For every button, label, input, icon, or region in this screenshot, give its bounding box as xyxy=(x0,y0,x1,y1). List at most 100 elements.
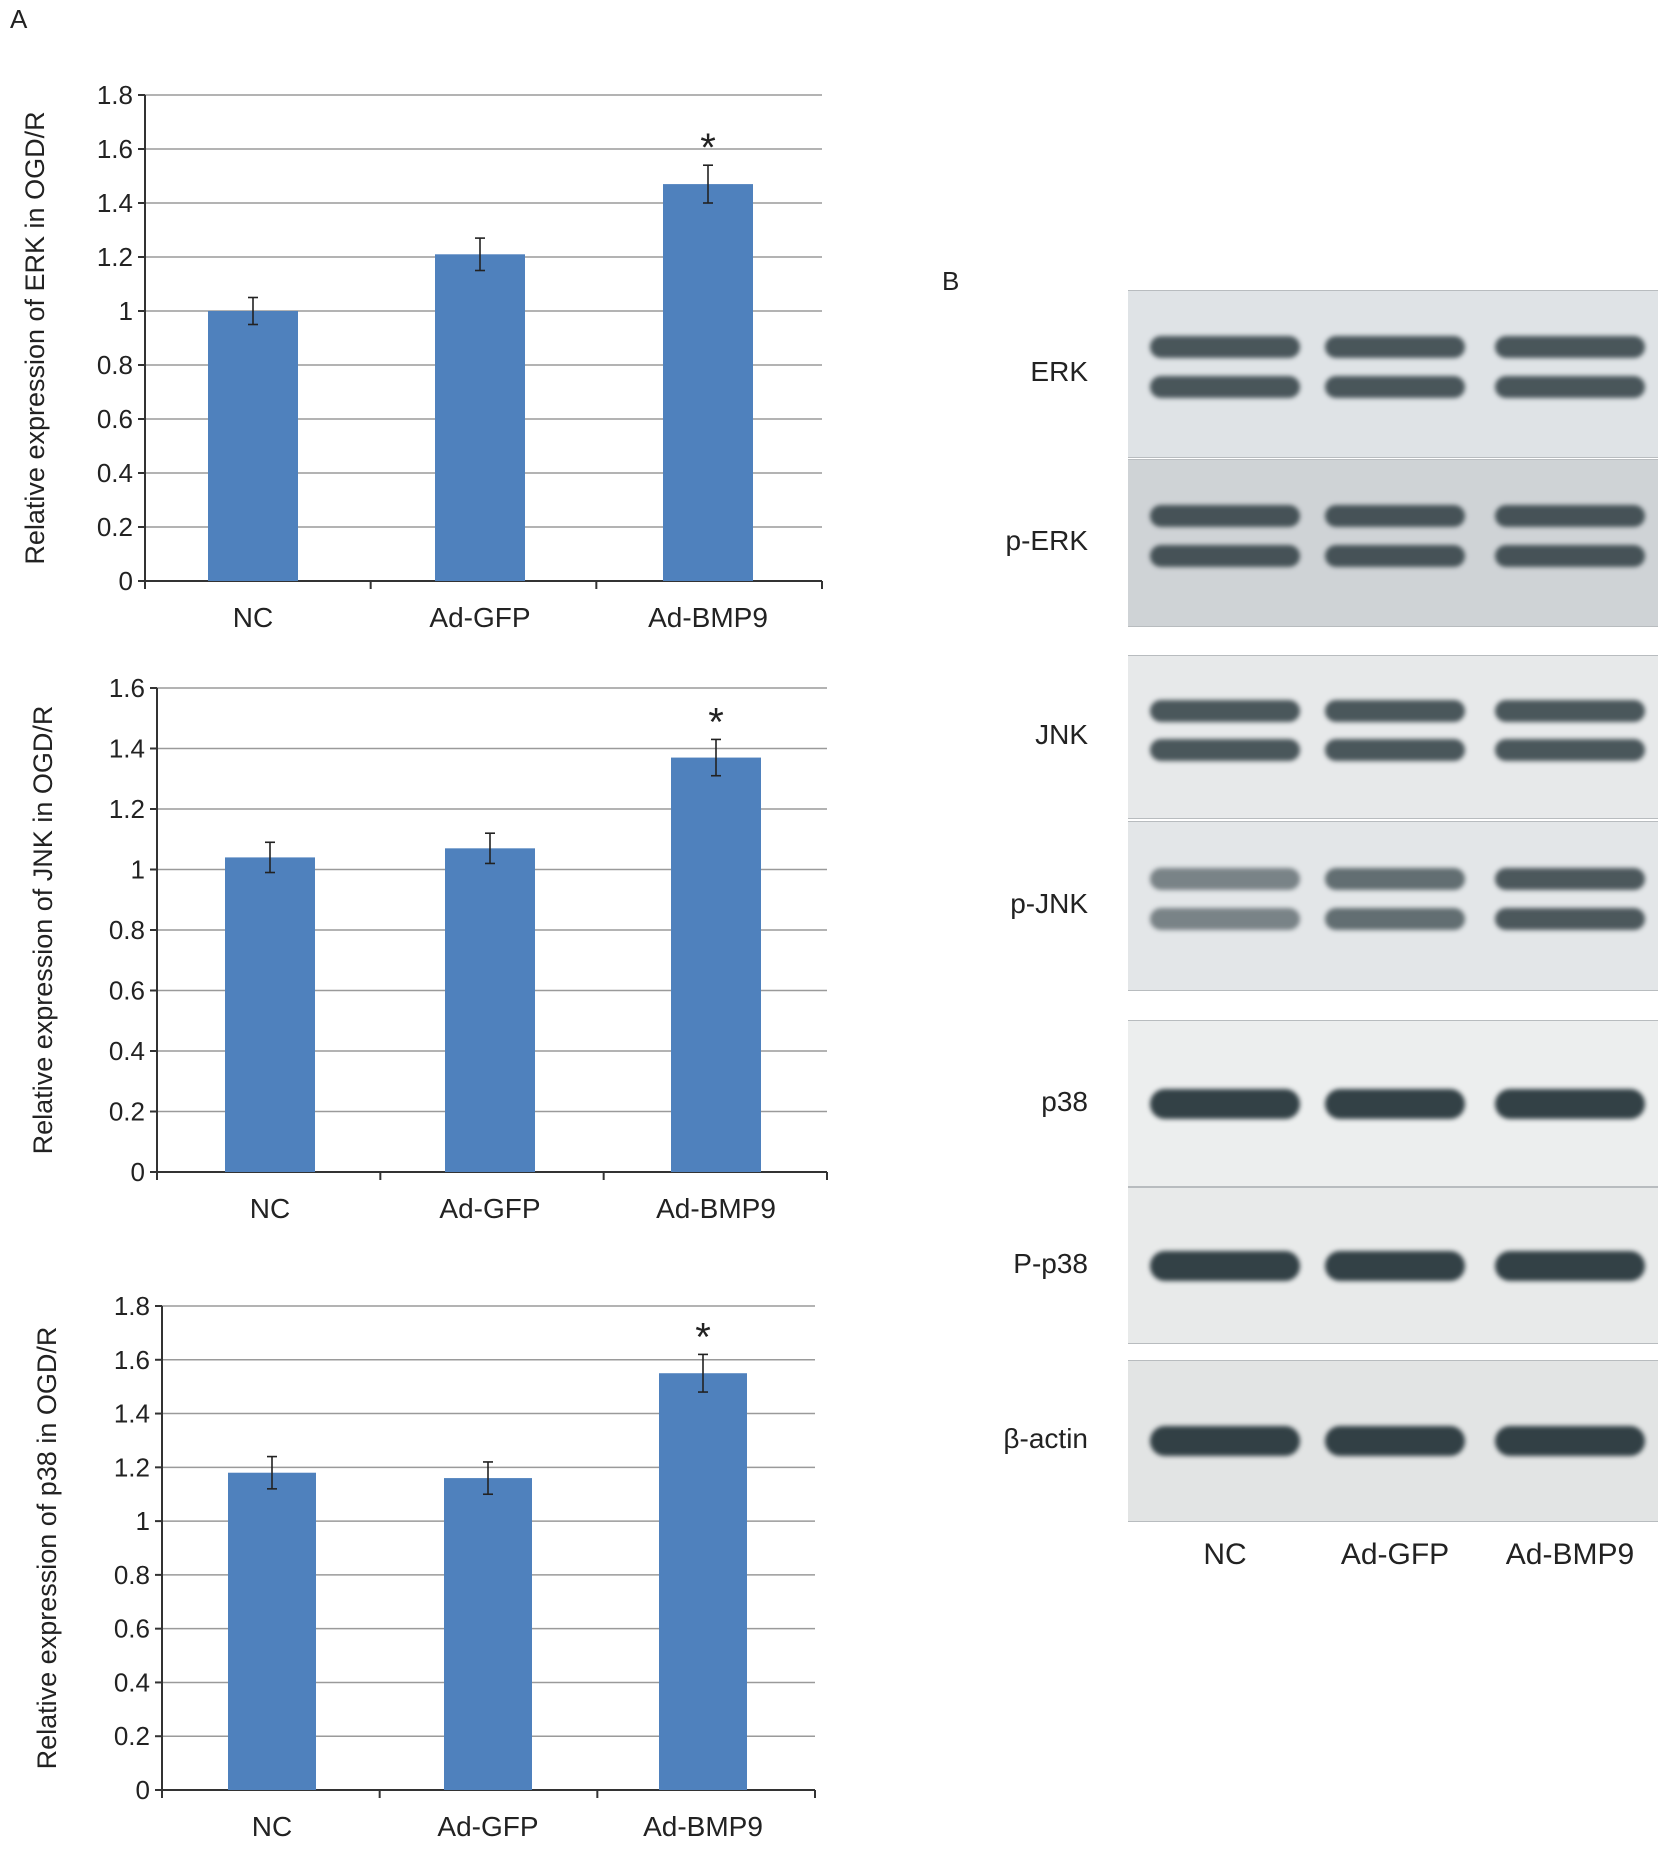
y-tick-label: 1.8 xyxy=(97,80,133,110)
panel-a-label: A xyxy=(10,4,28,34)
y-tick-label: 0.6 xyxy=(114,1614,150,1644)
bar-nc xyxy=(208,311,298,581)
blot-band xyxy=(1325,700,1465,723)
blot-band xyxy=(1495,1250,1645,1281)
y-tick-label: 0.8 xyxy=(97,350,133,380)
blot-band xyxy=(1495,505,1645,528)
blot-band xyxy=(1495,545,1645,568)
blot-strip--actin xyxy=(1128,1360,1658,1522)
x-tick-label: NC xyxy=(252,1811,292,1842)
blot-band xyxy=(1150,376,1300,399)
significance-marker: * xyxy=(708,700,724,744)
blot-band xyxy=(1495,908,1645,931)
blot-band xyxy=(1325,908,1465,931)
y-tick-label: 1 xyxy=(119,296,133,326)
bar-chart-1: 0 0.2 0.4 0.6 0.8 1 1.2 1.4 1.6 1.8 NC Ad-GFP * Ad-BM… xyxy=(20,80,823,633)
y-tick-label: 1 xyxy=(136,1506,150,1536)
y-tick-label: 0.4 xyxy=(114,1667,150,1697)
x-tick-label: Ad-BMP9 xyxy=(643,1811,763,1842)
y-tick-label: 0.2 xyxy=(109,1097,145,1127)
y-tick-label: 0.6 xyxy=(109,976,145,1006)
y-tick-label: 1.4 xyxy=(114,1399,150,1429)
error-bar xyxy=(711,738,721,777)
blot-lane-label: NC xyxy=(1203,1538,1247,1571)
x-tick-label: Ad-GFP xyxy=(439,1193,540,1224)
blot-band xyxy=(1325,1250,1465,1281)
blot-band xyxy=(1495,738,1645,761)
blot-lane-label: Ad-BMP9 xyxy=(1505,1538,1635,1571)
significance-marker: * xyxy=(695,1315,711,1359)
blot-strip-erk xyxy=(1128,290,1658,458)
significance-marker: * xyxy=(700,126,716,170)
blot-strip-p-erk xyxy=(1128,459,1658,627)
blot-band xyxy=(1495,1426,1645,1456)
y-tick-label: 0 xyxy=(119,566,133,596)
y-tick-label: 0.6 xyxy=(97,404,133,434)
bar-ad-gfp xyxy=(444,1478,532,1790)
blot-band xyxy=(1495,336,1645,359)
blot-band xyxy=(1325,738,1465,761)
blot-band xyxy=(1325,505,1465,528)
y-tick-label: 0.4 xyxy=(109,1036,145,1066)
y-axis-label: Relative expression of p38 in OGD/R xyxy=(32,1327,62,1770)
blot-band xyxy=(1495,376,1645,399)
blot-band xyxy=(1150,738,1300,761)
bar-nc xyxy=(225,857,315,1172)
error-bar xyxy=(267,1455,277,1490)
y-tick-label: 0.2 xyxy=(114,1721,150,1751)
blot-band xyxy=(1150,868,1300,891)
bar-nc xyxy=(228,1472,316,1790)
blot-band xyxy=(1150,1088,1300,1119)
bar-ad-gfp xyxy=(445,848,535,1172)
y-tick-label: 1.4 xyxy=(109,734,145,764)
blot-strip-p-jnk xyxy=(1128,821,1658,991)
bar-ad-bmp9 xyxy=(659,1373,747,1790)
panel-b-label: B xyxy=(942,266,960,296)
blot-band xyxy=(1325,1426,1465,1456)
error-bar xyxy=(703,164,713,204)
blot-band xyxy=(1150,1426,1300,1456)
x-tick-label: NC xyxy=(233,602,273,633)
x-tick-label: Ad-BMP9 xyxy=(656,1193,776,1224)
blot-strip-p-p38 xyxy=(1128,1187,1658,1344)
error-bar xyxy=(485,832,495,865)
y-tick-label: 1.6 xyxy=(97,134,133,164)
y-axis-label: Relative expression of JNK in OGD/R xyxy=(28,706,58,1155)
bar-ad-gfp xyxy=(435,254,525,582)
y-tick-label: 0.8 xyxy=(109,915,145,945)
blot-band xyxy=(1495,1088,1645,1119)
bar-charts: 0 0.2 0.4 0.6 0.8 1 1.2 1.4 1.6 1.8 NC Ad-GFP * Ad-BM… xyxy=(20,80,828,1842)
blot-band xyxy=(1150,908,1300,931)
error-bar xyxy=(483,1461,493,1496)
blot-band xyxy=(1495,868,1645,891)
x-tick-label: Ad-GFP xyxy=(437,1811,538,1842)
y-tick-label: 1.2 xyxy=(97,242,133,272)
blot-band xyxy=(1150,505,1300,528)
y-axis-label: Relative expression of ERK in OGD/R xyxy=(20,111,50,564)
blot-band xyxy=(1325,376,1465,399)
y-tick-label: 0.4 xyxy=(97,458,133,488)
bar-chart-3: 0 0.2 0.4 0.6 0.8 1 1.2 1.4 1.6 1.8 NC Ad-GFP * Ad-BM… xyxy=(32,1291,816,1842)
error-bar xyxy=(698,1353,708,1393)
y-tick-label: 0.8 xyxy=(114,1560,150,1590)
x-tick-label: Ad-GFP xyxy=(429,602,530,633)
blot-band xyxy=(1150,336,1300,359)
error-bar xyxy=(265,841,275,874)
blot-band xyxy=(1150,545,1300,568)
blot-band xyxy=(1325,336,1465,359)
y-tick-label: 0 xyxy=(136,1775,150,1805)
y-tick-label: 1 xyxy=(131,855,145,885)
y-tick-label: 1.2 xyxy=(114,1452,150,1482)
blot-band xyxy=(1325,1088,1465,1119)
y-tick-label: 1.2 xyxy=(109,794,145,824)
y-tick-label: 0 xyxy=(131,1157,145,1187)
error-bar xyxy=(475,237,485,272)
x-tick-label: NC xyxy=(250,1193,290,1224)
blot-band xyxy=(1325,868,1465,891)
y-tick-label: 0.2 xyxy=(97,512,133,542)
blot-band xyxy=(1325,545,1465,568)
blot-strip-jnk xyxy=(1128,655,1658,819)
bar-ad-bmp9 xyxy=(671,757,761,1172)
bar-ad-bmp9 xyxy=(663,184,753,581)
y-tick-label: 1.6 xyxy=(114,1345,150,1375)
